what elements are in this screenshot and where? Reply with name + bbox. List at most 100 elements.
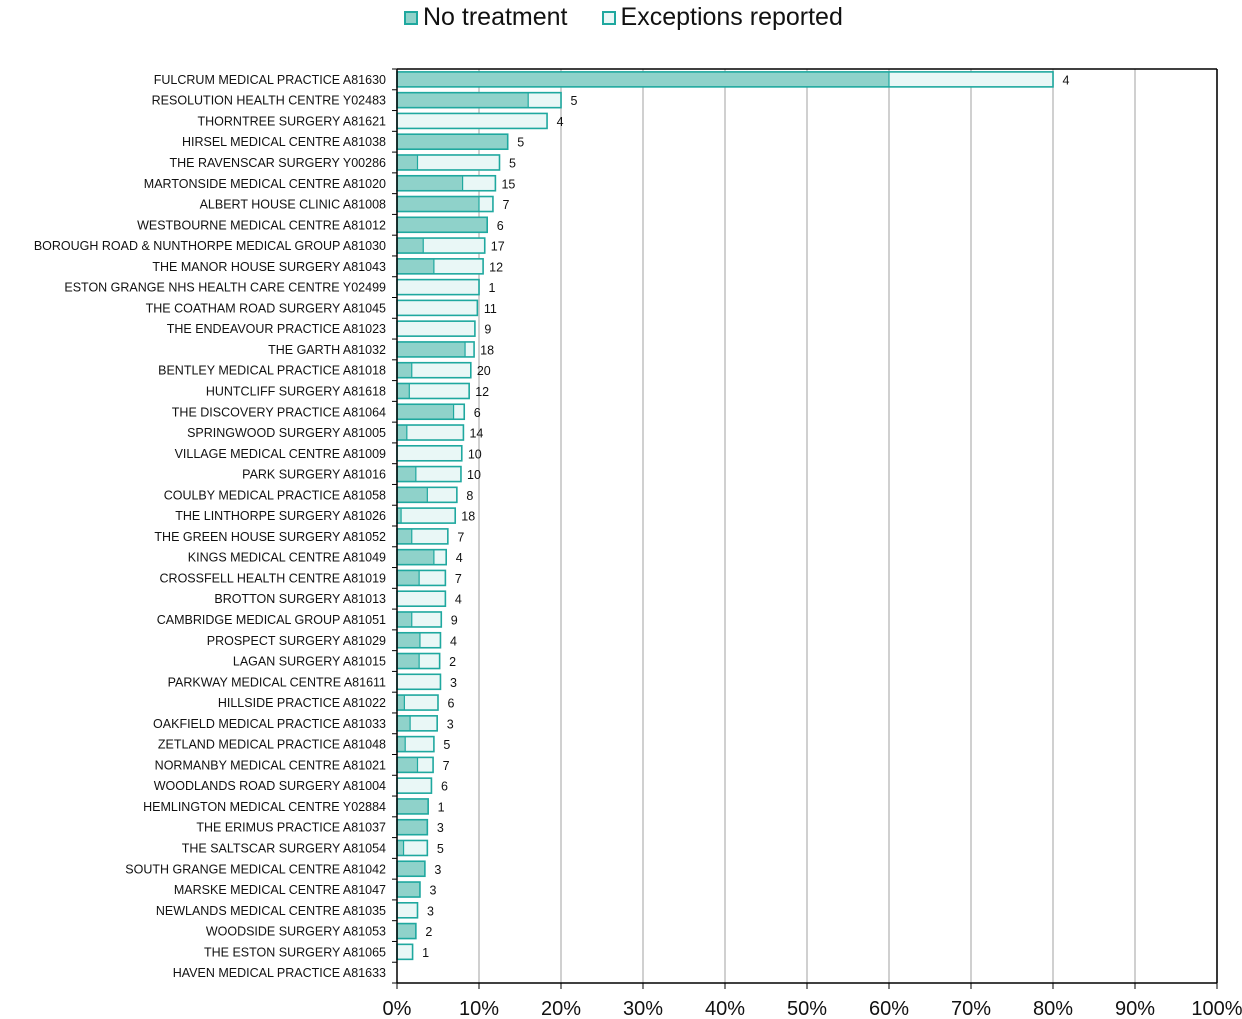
bar-exceptions <box>409 383 470 399</box>
data-label: 11 <box>484 302 497 316</box>
bar-no-treatment <box>397 528 412 544</box>
bar-no-treatment <box>397 362 412 378</box>
category-label: THE SALTSCAR SURGERY A81054 <box>182 841 386 855</box>
bar-exceptions <box>405 736 434 752</box>
data-label: 3 <box>437 821 444 835</box>
category-label: RESOLUTION HEALTH CENTRE Y02483 <box>152 94 386 108</box>
x-tick-label: 10% <box>459 998 499 1019</box>
category-label: THE GREEN HOUSE SURGERY A81052 <box>154 530 386 544</box>
x-tick-label: 90% <box>1115 998 1155 1019</box>
category-label: PARKWAY MEDICAL CENTRE A81611 <box>168 675 386 689</box>
bar-no-treatment <box>397 196 479 212</box>
bar-exceptions <box>453 404 465 420</box>
bar-no-treatment <box>397 570 420 586</box>
category-label: THE COATHAM ROAD SURGERY A81045 <box>146 301 386 315</box>
bar-exceptions <box>397 279 479 295</box>
bar-exceptions <box>433 258 484 274</box>
data-label: 2 <box>449 655 456 669</box>
bar-no-treatment <box>397 923 416 939</box>
category-label: THORNTREE SURGERY A81621 <box>198 114 387 128</box>
category-label: NORMANBY MEDICAL CENTRE A81021 <box>155 758 386 772</box>
data-label: 5 <box>437 842 444 856</box>
bar-exceptions <box>397 591 446 607</box>
bar-no-treatment <box>397 238 424 254</box>
category-label: OAKFIELD MEDICAL PRACTICE A81033 <box>153 717 386 731</box>
category-label: HIRSEL MEDICAL CENTRE A81038 <box>182 135 386 149</box>
data-label: 8 <box>466 489 473 503</box>
category-label: PROSPECT SURGERY A81029 <box>207 634 386 648</box>
bar-no-treatment <box>397 632 420 648</box>
bar-no-treatment <box>397 383 410 399</box>
data-label: 1 <box>422 946 429 960</box>
data-label: 3 <box>427 904 434 918</box>
data-label: 1 <box>489 281 496 295</box>
data-label: 3 <box>447 717 454 731</box>
bar-no-treatment <box>397 134 508 150</box>
category-label: CROSSFELL HEALTH CENTRE A81019 <box>160 571 387 585</box>
bar-exceptions <box>433 549 447 565</box>
data-label: 6 <box>497 219 504 233</box>
bar-no-treatment <box>397 798 429 814</box>
x-tick-label: 80% <box>1033 998 1073 1019</box>
bar-exceptions <box>419 653 440 669</box>
category-label: THE GARTH A81032 <box>268 343 386 357</box>
data-label: 5 <box>509 156 516 170</box>
category-label: ZETLAND MEDICAL PRACTICE A81048 <box>158 738 386 752</box>
category-label: KINGS MEDICAL CENTRE A81049 <box>188 551 386 565</box>
legend: No treatment Exceptions reported <box>404 3 877 32</box>
category-label: VILLAGE MEDICAL CENTRE A81009 <box>175 447 386 461</box>
bar-exceptions <box>397 321 475 337</box>
bar-exceptions <box>415 466 461 482</box>
data-label: 3 <box>434 863 441 877</box>
x-tick-label: 100% <box>1191 998 1242 1019</box>
category-label: THE ESTON SURGERY A81065 <box>204 945 386 959</box>
category-label: SPRINGWOOD SURGERY A81005 <box>187 426 386 440</box>
category-label: WOODSIDE SURGERY A81053 <box>206 925 386 939</box>
category-label: HILLSIDE PRACTICE A81022 <box>218 696 386 710</box>
data-label: 5 <box>443 738 450 752</box>
bar-exceptions <box>889 71 1053 87</box>
data-label: 14 <box>469 427 483 441</box>
bar-no-treatment <box>397 487 428 503</box>
data-label: 20 <box>477 364 491 378</box>
bar-no-treatment <box>397 92 529 108</box>
bar-exceptions <box>410 715 438 731</box>
data-label: 9 <box>451 613 458 627</box>
category-label: LAGAN SURGERY A81015 <box>233 655 386 669</box>
legend-item-no-treatment: No treatment <box>404 3 568 32</box>
bar-no-treatment <box>397 425 407 441</box>
bar-exceptions <box>397 300 478 316</box>
x-tick-label: 20% <box>541 998 581 1019</box>
category-label: THE ERIMUS PRACTICE A81037 <box>196 821 386 835</box>
bar-exceptions <box>417 154 500 170</box>
bar-exceptions <box>404 695 438 711</box>
data-label: 15 <box>501 177 515 191</box>
category-label: BENTLEY MEDICAL PRACTICE A81018 <box>158 364 386 378</box>
bar-no-treatment <box>397 882 420 898</box>
bar-exceptions <box>397 445 462 461</box>
category-label: COULBY MEDICAL PRACTICE A81058 <box>164 488 386 502</box>
category-label: FULCRUM MEDICAL PRACTICE A81630 <box>154 73 386 87</box>
bar-no-treatment <box>397 341 466 357</box>
category-label: ESTON GRANGE NHS HEALTH CARE CENTRE Y024… <box>64 281 386 295</box>
data-label: 1 <box>438 800 445 814</box>
bar-exceptions <box>411 362 471 378</box>
category-label: THE RAVENSCAR SURGERY Y00286 <box>169 156 386 170</box>
bar-no-treatment <box>397 611 412 627</box>
category-label: BOROUGH ROAD & NUNTHORPE MEDICAL GROUP A… <box>34 239 386 253</box>
category-label: THE DISCOVERY PRACTICE A81064 <box>172 405 386 419</box>
category-label: HUNTCLIFF SURGERY A81618 <box>206 384 386 398</box>
bar-exceptions <box>423 238 485 254</box>
data-label: 7 <box>455 572 462 586</box>
x-tick-label: 30% <box>623 998 663 1019</box>
bar-no-treatment <box>397 71 889 87</box>
category-label: THE MANOR HOUSE SURGERY A81043 <box>152 260 386 274</box>
bar-no-treatment <box>397 175 463 191</box>
data-label: 5 <box>571 94 578 108</box>
bar-exceptions <box>411 528 448 544</box>
data-label: 6 <box>448 697 455 711</box>
bar-exceptions <box>479 196 493 212</box>
category-label: MARTONSIDE MEDICAL CENTRE A81020 <box>144 177 386 191</box>
data-label: 7 <box>457 530 464 544</box>
